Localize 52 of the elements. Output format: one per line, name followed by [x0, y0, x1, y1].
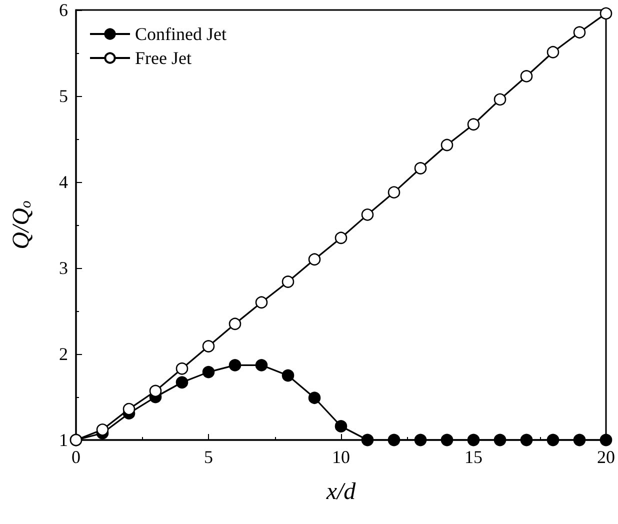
point	[440, 138, 454, 152]
point	[494, 434, 506, 446]
point	[467, 118, 480, 131]
y-tick-label: 1	[59, 430, 68, 450]
point	[414, 162, 427, 174]
point	[228, 359, 242, 372]
point	[255, 296, 268, 309]
point	[520, 70, 533, 82]
legend-label: Confined Jet	[135, 24, 226, 44]
point	[308, 392, 321, 404]
point	[573, 434, 586, 446]
y-tick-label: 6	[59, 0, 68, 20]
y-tick-label: 5	[59, 86, 68, 106]
legend-label: Free Jet	[135, 48, 192, 68]
point	[520, 434, 533, 446]
x-axis-title: x/d	[325, 479, 357, 505]
x-tick-label: 20	[597, 447, 615, 467]
point	[176, 362, 188, 375]
point	[308, 253, 321, 266]
point	[600, 434, 612, 446]
point	[202, 366, 215, 378]
point	[361, 208, 374, 221]
point	[122, 402, 136, 416]
point	[202, 340, 215, 352]
point	[228, 318, 242, 330]
point	[282, 276, 294, 288]
point	[546, 46, 560, 58]
point	[414, 434, 427, 446]
y-axis-title: Q/Qo	[8, 200, 34, 250]
point	[573, 26, 586, 39]
point	[96, 424, 109, 436]
point	[282, 369, 294, 382]
point	[334, 420, 348, 432]
point	[546, 434, 560, 446]
point	[334, 232, 348, 244]
point	[176, 376, 188, 389]
x-tick-label: 5	[204, 447, 213, 467]
point	[388, 434, 400, 446]
point	[494, 93, 506, 106]
point	[388, 186, 400, 198]
point	[361, 434, 374, 446]
x-tick-label: 15	[464, 447, 482, 467]
point	[600, 7, 612, 20]
x-tick-label: 10	[332, 447, 350, 467]
y-tick-label: 3	[59, 258, 68, 278]
y-tick-label: 4	[59, 172, 68, 192]
point	[255, 359, 268, 372]
point	[467, 434, 480, 446]
point	[440, 434, 454, 446]
y-tick-label: 2	[59, 344, 68, 364]
x-tick-label: 0	[72, 447, 80, 467]
point	[149, 384, 162, 398]
